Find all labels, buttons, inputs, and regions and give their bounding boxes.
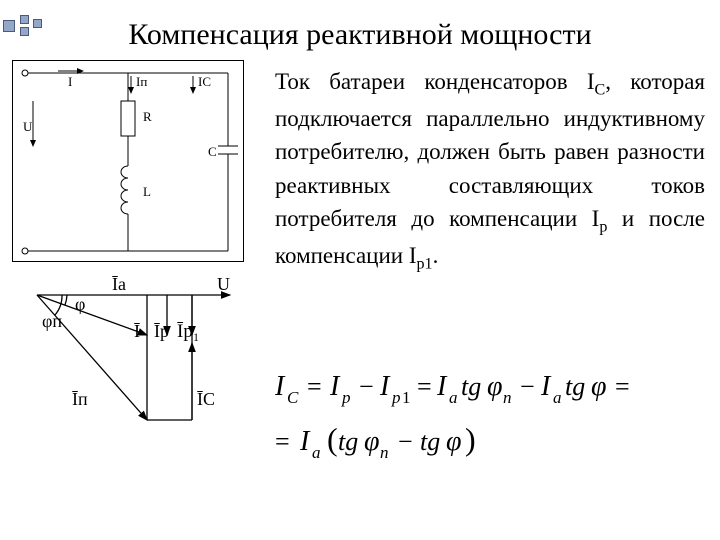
- p-pre: Ток батареи конденсаторов: [275, 69, 587, 94]
- svg-text:tg: tg: [420, 427, 440, 456]
- svg-text:=: =: [275, 427, 290, 456]
- label-Inv: Īп: [72, 389, 88, 409]
- svg-text:I: I: [436, 371, 448, 402]
- svg-text:(: (: [327, 421, 338, 457]
- svg-text:I: I: [299, 426, 311, 457]
- p-ip1sub: р1: [417, 255, 433, 272]
- svg-text:I: I: [379, 371, 391, 402]
- label-L: L: [143, 184, 151, 199]
- label-U: U: [23, 119, 33, 134]
- circuit-diagram: C R L I Iп IC U: [12, 60, 244, 262]
- svg-text:C: C: [287, 388, 299, 407]
- body-paragraph: Ток батареи конденсаторов IC, которая по…: [275, 65, 705, 276]
- svg-text:φ: φ: [487, 371, 503, 402]
- svg-text:tg: tg: [338, 427, 358, 456]
- svg-text:I: I: [540, 371, 552, 402]
- label-phi: φ: [75, 294, 85, 314]
- svg-text:=: =: [615, 372, 630, 401]
- svg-text:−: −: [398, 427, 413, 456]
- label-Ivec: Ī: [134, 321, 140, 341]
- svg-text:=: =: [307, 372, 322, 401]
- label-C: C: [208, 144, 217, 159]
- label-Icv: ĪC: [197, 389, 215, 409]
- page-title: Компенсация реактивной мощности: [0, 18, 720, 52]
- svg-text:φ: φ: [591, 371, 607, 402]
- svg-text:a: a: [312, 443, 321, 462]
- svg-text:−: −: [359, 372, 374, 401]
- p-ic: I: [587, 69, 595, 94]
- svg-text:φ: φ: [364, 426, 380, 457]
- svg-text:=: =: [417, 372, 432, 401]
- svg-text:): ): [465, 421, 476, 457]
- equation-block: I C = I p − I p 1 = I a tg φ п − I a tg …: [275, 360, 695, 495]
- label-phin: φп: [42, 311, 62, 331]
- label-R: R: [143, 109, 152, 124]
- svg-text:−: −: [520, 372, 535, 401]
- svg-text:I: I: [275, 371, 286, 402]
- svg-text:п: п: [503, 388, 512, 407]
- svg-text:I: I: [329, 371, 341, 402]
- svg-text:a: a: [553, 388, 562, 407]
- label-Ic: IC: [198, 74, 211, 89]
- svg-text:п: п: [380, 443, 389, 462]
- p-tail: .: [433, 243, 439, 268]
- svg-text:tg: tg: [461, 372, 481, 401]
- svg-text:φ: φ: [446, 426, 462, 457]
- svg-text:a: a: [449, 388, 458, 407]
- label-Ipv: Īр: [154, 321, 169, 341]
- label-In: Iп: [136, 74, 147, 89]
- phasor-diagram: Īа U φ φп Ī Īр Īр₁ Īп ĪC: [12, 275, 247, 475]
- p-ip1: I: [409, 243, 417, 268]
- label-Ip1v: Īр₁: [177, 321, 199, 342]
- svg-text:tg: tg: [565, 372, 585, 401]
- svg-text:1: 1: [402, 388, 411, 407]
- label-Ia: Īа: [112, 275, 126, 294]
- p-icsub: C: [595, 82, 606, 99]
- svg-text:p: p: [341, 388, 351, 407]
- svg-text:p: p: [391, 388, 401, 407]
- label-U2: U: [217, 275, 230, 294]
- label-I: I: [68, 74, 72, 89]
